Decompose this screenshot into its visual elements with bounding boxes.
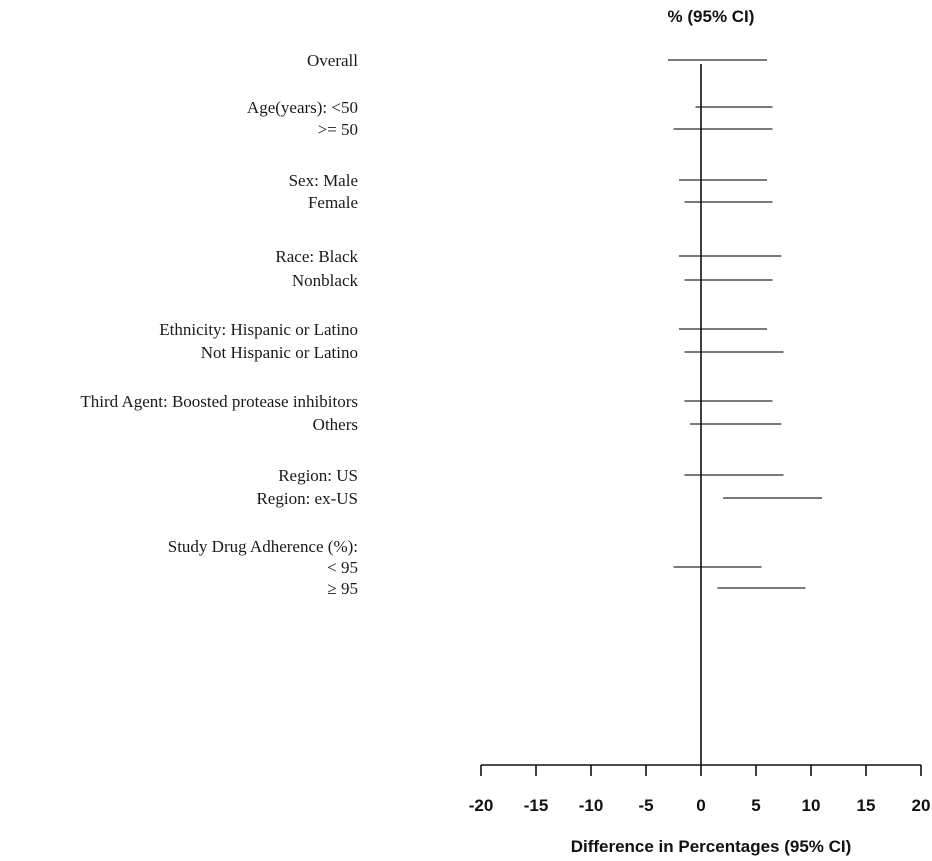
x-tick-label: 15 xyxy=(857,796,876,815)
row-label: Region: US xyxy=(278,466,358,485)
x-tick-label: 10 xyxy=(802,796,821,815)
x-tick-label: -20 xyxy=(469,796,494,815)
row-label: Sex: Male xyxy=(289,171,358,190)
row-label: Study Drug Adherence (%): xyxy=(168,537,358,556)
x-tick-label: 0 xyxy=(696,796,705,815)
row-label: Third Agent: Boosted protease inhibitors xyxy=(80,392,358,411)
column-header: % (95% CI) xyxy=(668,7,755,26)
x-axis-label: Difference in Percentages (95% CI) xyxy=(571,837,852,856)
row-label: Ethnicity: Hispanic or Latino xyxy=(159,320,358,339)
x-tick-label: 5 xyxy=(751,796,760,815)
row-label: >= 50 xyxy=(318,120,358,139)
row-label: Nonblack xyxy=(292,271,359,290)
x-tick-label: 20 xyxy=(912,796,931,815)
row-label: Not Hispanic or Latino xyxy=(201,343,358,362)
row-label: Others xyxy=(313,415,358,434)
row-label: Race: Black xyxy=(275,247,358,266)
row-label: Overall xyxy=(307,51,358,70)
row-label: < 95 xyxy=(327,558,358,577)
x-tick-label: -15 xyxy=(524,796,549,815)
row-label: Region: ex-US xyxy=(256,489,358,508)
x-tick-label: -5 xyxy=(638,796,653,815)
x-axis-ticks: -20 -15 -10 -5 0 5 10 15 20 xyxy=(469,765,931,815)
row-label: Age(years): <50 xyxy=(247,98,358,117)
row-label: ≥ 95 xyxy=(327,579,358,598)
x-tick-label: -10 xyxy=(579,796,604,815)
forest-rows: Overall Age(years): <50 >= 50 Sex: Male Fema… xyxy=(80,51,822,598)
row-label: Female xyxy=(308,193,358,212)
